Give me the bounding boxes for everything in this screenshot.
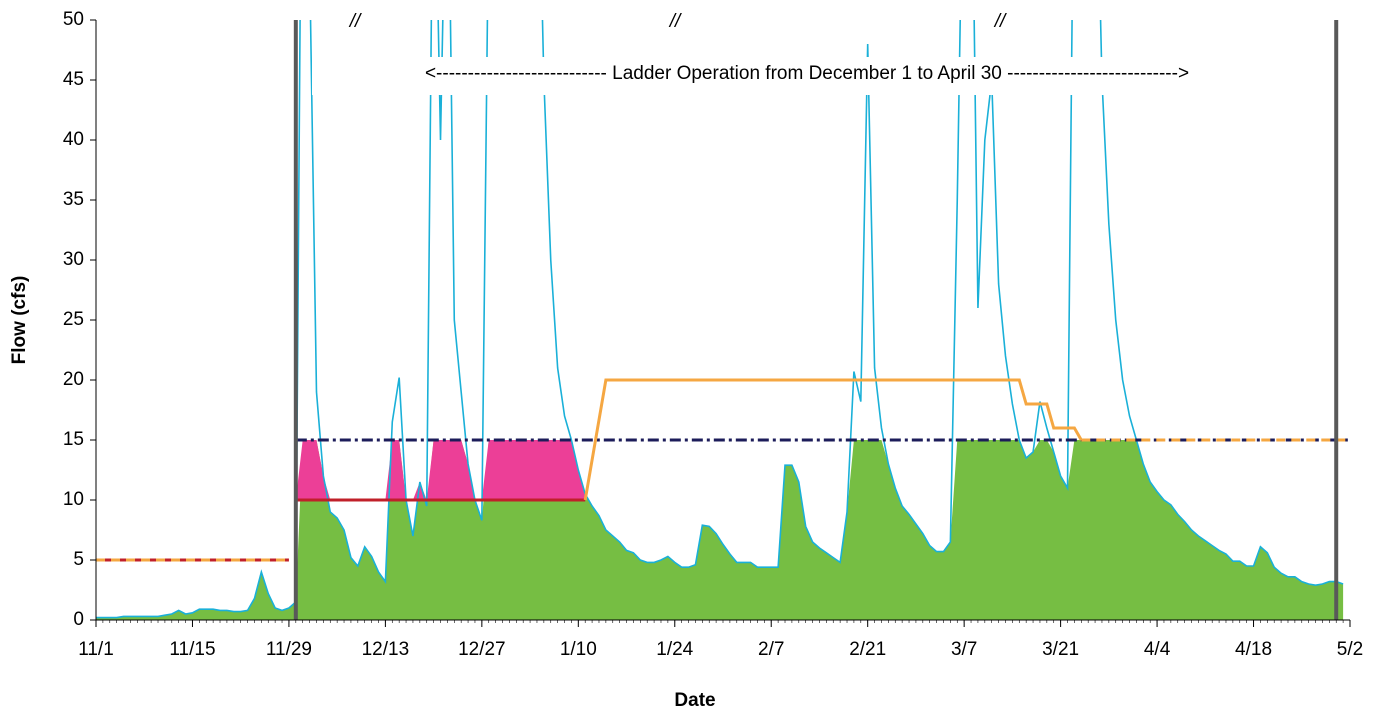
y-tick-label: 30 [63,249,84,270]
x-tick-label: 11/1 [78,639,114,660]
x-tick-label: 2/21 [849,639,886,660]
x-tick-label: 5/2 [1337,639,1363,660]
threshold-line [96,438,1350,562]
y-tick-label: 15 [63,429,84,450]
x-tick-label: 12/27 [458,639,506,660]
x-tick-label: 1/24 [656,639,693,660]
excess-area [295,440,586,500]
flow-line [96,20,1344,619]
x-tick-label: 3/7 [951,639,977,660]
x-tick-label: 1/10 [560,639,597,660]
annotation-background [312,57,1302,95]
break-mark: // [348,11,362,32]
x-tick-label: 3/21 [1042,639,1079,660]
annotation: <--------------------------- Ladder Oper… [425,63,1189,84]
y-tick-label: 35 [63,189,84,210]
x-axis-title: Date [674,690,715,711]
x-tick-label: 11/15 [169,639,215,660]
y-tick-label: 10 [63,489,84,510]
y-tick-label: 40 [63,129,84,150]
y-tick-label: 0 [73,609,84,630]
break-mark: // [993,11,1007,32]
flow-area [96,440,1344,620]
y-tick-label: 20 [63,369,84,390]
threshold-line [583,378,1083,501]
y-tick-label: 5 [73,549,84,570]
y-tick-label: 25 [63,309,84,330]
y-tick-label: 45 [63,69,84,90]
x-tick-label: 12/13 [362,639,410,660]
y-axis-title: Flow (cfs) [9,276,30,365]
x-tick-label: 4/4 [1144,639,1171,660]
x-tick-label: 4/18 [1235,639,1272,660]
x-tick-label: 11/29 [266,639,312,660]
y-tick-label: 50 [63,9,84,30]
x-tick-label: 2/7 [758,639,784,660]
break-mark: // [668,11,682,32]
